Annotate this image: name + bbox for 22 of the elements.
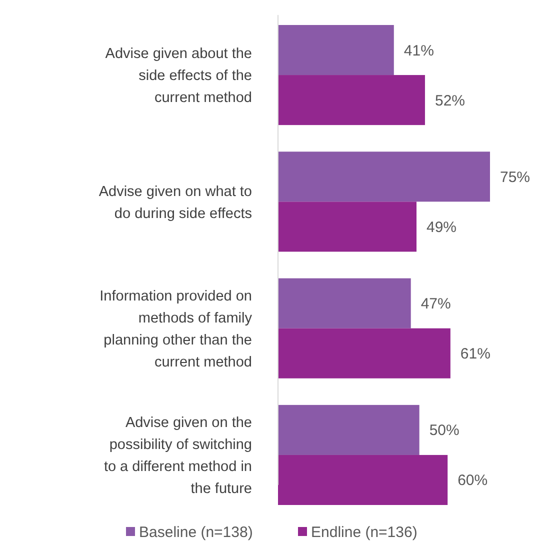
bar [278,278,411,328]
y-tick-label: Advise given on the possibility of switching to a different method in the future [104,415,252,498]
legend-label: Baseline (n=138) [139,524,253,541]
data-label: 61% [460,346,490,363]
bar [278,152,490,202]
y-tick-label: Information provided on methods of family planning other than the current method [100,288,253,370]
bar [278,202,417,252]
legend-label: Endline (n=136) [311,524,418,541]
bar [278,75,425,126]
data-label: 50% [429,422,460,440]
bar [278,328,450,378]
data-label: 41% [404,42,434,60]
data-label: 47% [420,296,451,313]
bar [278,454,448,505]
bar [278,25,394,76]
y-tick-label: Advise given about the side effects of the current method [105,46,252,106]
data-label: 60% [458,472,488,490]
data-label: 52% [434,92,466,110]
data-label: 75% [500,168,530,186]
y-tick-label: Advise given on what to do during side effects [98,184,252,222]
data-label: 49% [426,218,457,236]
bar [278,404,420,455]
